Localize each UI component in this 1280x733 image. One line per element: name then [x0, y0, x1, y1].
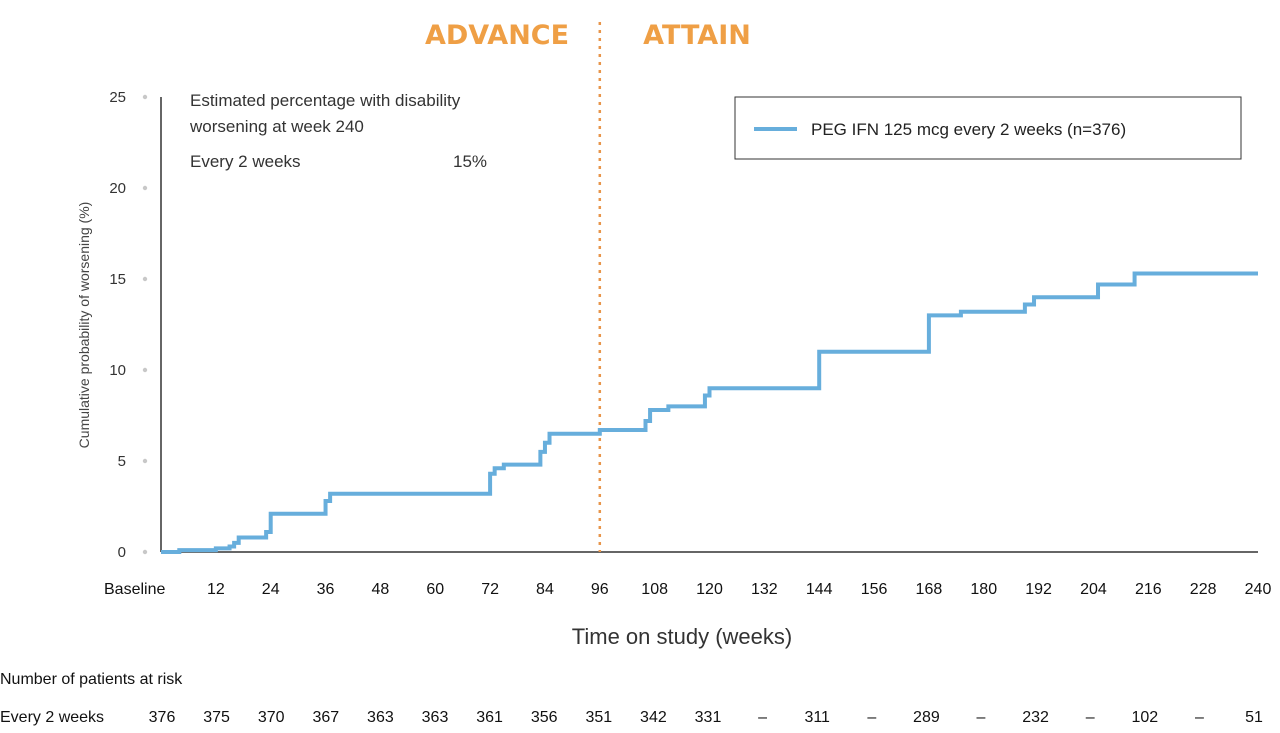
x-tick-label: 96 [591, 581, 609, 598]
risk-table-value: 311 [804, 709, 830, 726]
y-tick-mark [142, 549, 148, 555]
series-line-peg-ifn [161, 271, 1258, 554]
annotation-title-line2: worsening at week 240 [189, 117, 364, 136]
risk-table-row-label: Every 2 weeks [0, 709, 104, 726]
risk-table-value: 351 [585, 709, 612, 726]
risk-table-value: 342 [640, 709, 667, 726]
y-tick-mark [142, 276, 148, 282]
risk-table-value: 51 [1245, 709, 1263, 726]
risk-table-value: – [867, 709, 876, 726]
x-ticks: Baseline 12 24 36 48 60 72 84 96 108 120 132 144 156 1… [104, 581, 1271, 598]
risk-table-value: – [977, 709, 986, 726]
y-tick-mark [142, 94, 148, 100]
x-tick-label: 84 [536, 581, 554, 598]
x-tick-label: 240 [1245, 581, 1272, 598]
x-tick-label: 216 [1135, 581, 1162, 598]
risk-table-value: 331 [695, 709, 722, 726]
y-ticks: 0 5 10 15 20 25 [109, 89, 148, 561]
risk-table-value: 375 [203, 709, 230, 726]
legend-box [734, 96, 1242, 160]
risk-table-value: 363 [367, 709, 394, 726]
annotation-box: Estimated percentage with disability wor… [189, 91, 487, 171]
x-tick-label: 120 [696, 581, 723, 598]
y-tick-label: 15 [109, 271, 126, 288]
risk-table-title: Number of patients at risk [0, 671, 183, 688]
annotation-row-value: 15% [453, 152, 487, 171]
legend: PEG IFN 125 mcg every 2 weeks (n=376) [734, 96, 1242, 160]
risk-table-value: 289 [913, 709, 940, 726]
x-tick-label: 156 [861, 581, 888, 598]
x-tick-label: 192 [1025, 581, 1052, 598]
x-tick-label: 108 [641, 581, 668, 598]
risk-table-value: 370 [258, 709, 285, 726]
risk-table-value: 356 [531, 709, 558, 726]
phase-label-advance: ADVANCE [425, 20, 569, 51]
y-tick-label: 20 [109, 180, 126, 197]
risk-table-value: – [758, 709, 767, 726]
risk-table-value: – [1086, 709, 1095, 726]
y-tick-label: 25 [109, 89, 126, 106]
risk-table-values: 376 375 370 367 363 363 361 356 351 342 331 – 311 – 28… [149, 709, 1263, 726]
x-tick-label: 180 [970, 581, 997, 598]
phase-label-attain: ATTAIN [643, 20, 751, 51]
legend-label: PEG IFN 125 mcg every 2 weeks (n=376) [811, 120, 1126, 139]
x-tick-label: 168 [916, 581, 943, 598]
x-tick-label: 72 [481, 581, 499, 598]
x-axis-label: Time on study (weeks) [572, 624, 792, 649]
x-tick-label: 60 [426, 581, 444, 598]
annotation-row-label: Every 2 weeks [190, 152, 301, 171]
risk-table-value: 102 [1131, 709, 1158, 726]
y-tick-label: 0 [118, 544, 126, 561]
y-tick-mark [142, 458, 148, 464]
risk-table-value: 363 [422, 709, 449, 726]
y-tick-label: 10 [109, 362, 126, 379]
x-tick-label: 48 [372, 581, 390, 598]
risk-table-value: – [1195, 709, 1204, 726]
y-tick-label: 5 [118, 453, 126, 470]
risk-table-value: 232 [1022, 709, 1049, 726]
x-tick-label: 24 [262, 581, 280, 598]
risk-table-value: 361 [476, 709, 503, 726]
risk-table-value: 367 [312, 709, 339, 726]
y-tick-mark [142, 185, 148, 191]
x-tick-label: 228 [1190, 581, 1217, 598]
x-tick-label: 12 [207, 581, 225, 598]
x-tick-label: Baseline [104, 581, 165, 598]
x-tick-label: 204 [1080, 581, 1107, 598]
annotation-title-line1: Estimated percentage with disability [190, 91, 461, 110]
risk-table-value: 376 [149, 709, 176, 726]
x-tick-label: 144 [806, 581, 833, 598]
y-tick-mark [142, 367, 148, 373]
x-tick-label: 132 [751, 581, 778, 598]
y-axis-label: Cumulative probability of worsening (%) [76, 202, 92, 449]
x-tick-label: 36 [317, 581, 335, 598]
